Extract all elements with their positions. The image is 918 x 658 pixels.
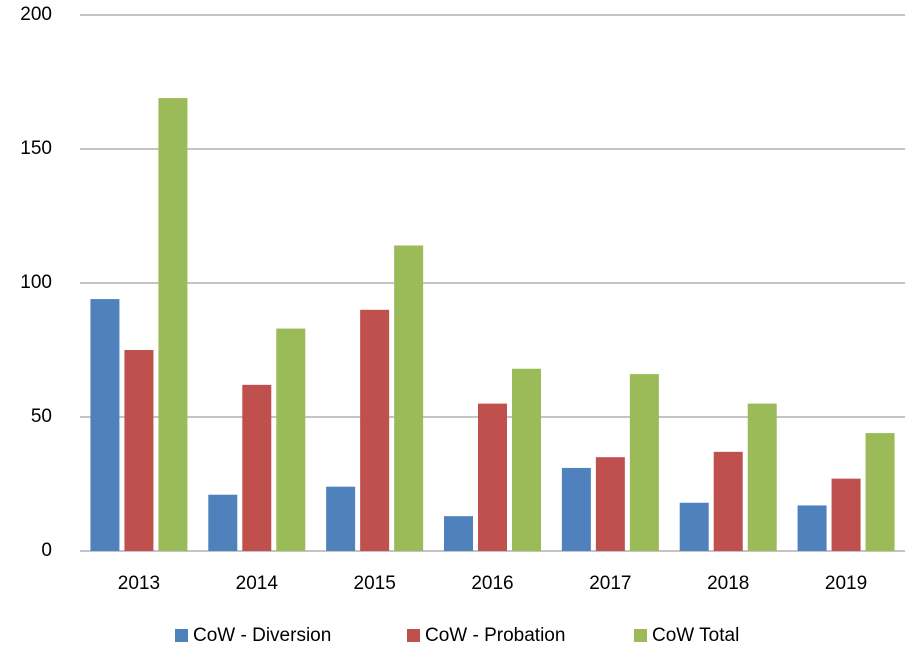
bar: [747, 403, 777, 551]
bar: [276, 328, 306, 551]
bar: [208, 494, 238, 551]
bar: [394, 245, 424, 552]
bar: [326, 486, 356, 551]
y-tick-label: 50: [31, 406, 52, 427]
legend-swatch: [634, 629, 647, 642]
bar: [124, 350, 154, 551]
bar: [512, 368, 541, 551]
x-tick-label: 2013: [118, 573, 160, 594]
x-tick-label: 2019: [825, 573, 867, 594]
legend-label: CoW - Probation: [425, 625, 565, 646]
bar: [561, 467, 591, 551]
bar: [797, 505, 827, 551]
legend-swatch: [407, 629, 420, 642]
y-tick-label: 150: [20, 138, 52, 159]
bar: [90, 299, 120, 551]
x-tick-label: 2018: [707, 573, 749, 594]
legend-label: CoW - Diversion: [193, 625, 331, 646]
bar: [629, 374, 659, 551]
y-tick-label: 100: [20, 272, 52, 293]
bar: [158, 98, 188, 551]
y-tick-label: 0: [41, 540, 52, 561]
x-tick-label: 2015: [354, 573, 396, 594]
y-tick-label: 200: [20, 4, 52, 25]
bar: [679, 502, 709, 551]
bar: [478, 403, 507, 551]
x-tick-label: 2017: [589, 573, 631, 594]
x-tick-label: 2014: [236, 573, 279, 594]
bar: [242, 384, 272, 551]
bar: [831, 478, 861, 551]
legend-label: CoW Total: [652, 625, 739, 646]
bar: [444, 516, 473, 551]
x-tick-label: 2016: [471, 573, 513, 594]
bar: [360, 309, 390, 551]
bar: [595, 457, 625, 551]
bar: [865, 433, 895, 551]
legend-swatch: [175, 629, 188, 642]
bar: [713, 451, 743, 551]
